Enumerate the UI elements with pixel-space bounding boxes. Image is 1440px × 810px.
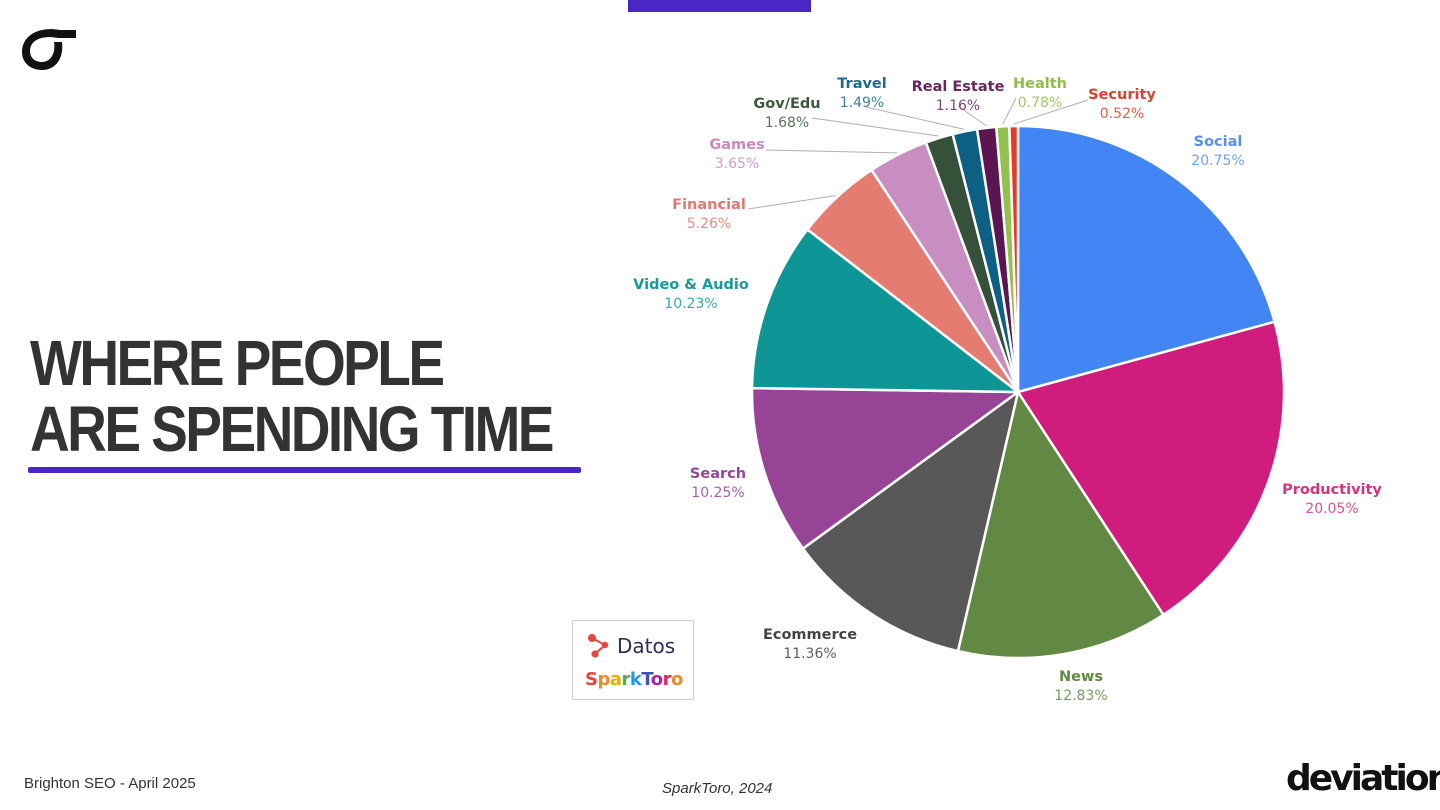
brand-logo-icon <box>22 29 76 70</box>
top-accent-bar <box>628 0 811 12</box>
pie-slice-video-audio <box>750 228 1020 394</box>
slice-value-label: 11.36% <box>783 646 836 662</box>
datos-label: Datos <box>617 634 676 658</box>
title-line-1: WHERE PEOPLE <box>30 327 445 399</box>
slice-label: Social <box>1194 134 1243 150</box>
datos-icon <box>588 634 609 658</box>
leader-line <box>865 106 965 130</box>
slice-label: Games <box>709 137 764 153</box>
slice-label: Financial <box>672 197 746 213</box>
slice-value-label: 1.68% <box>765 115 809 131</box>
slice-label: Real Estate <box>912 79 1005 95</box>
pie-slice-security <box>1008 124 1020 394</box>
slice-value-label: 5.26% <box>687 216 731 232</box>
slice-value-label: 20.75% <box>1191 153 1244 169</box>
pie-slice-news <box>956 390 1165 660</box>
title-line-2: ARE SPENDING TIME <box>30 393 554 465</box>
event-footer: Brighton SEO - April 2025 <box>24 775 196 792</box>
slice-value-label: 10.23% <box>664 296 717 312</box>
slice-value-label: 0.52% <box>1100 106 1144 122</box>
leader-line <box>811 117 939 137</box>
slice-label: Travel <box>837 76 887 92</box>
slice-label: Productivity <box>1282 482 1382 498</box>
slice-value-label: 1.49% <box>840 95 884 111</box>
leader-line <box>1013 99 1089 125</box>
slice-label: Ecommerce <box>763 627 857 643</box>
sparktoro-logo: SparkToro <box>585 669 683 690</box>
slice-labels: Social 20.75% Productivity 20.05% News 12.83%… <box>633 76 1382 704</box>
leader-line <box>765 149 898 154</box>
slice-value-label: 10.25% <box>691 485 744 501</box>
leader-line <box>1002 97 1017 125</box>
slice-label: Search <box>690 466 746 482</box>
pie-slice-search <box>750 386 1020 550</box>
leader-line <box>747 195 836 210</box>
slice-value-label: 3.65% <box>715 156 759 172</box>
pie-slice-social <box>1016 124 1276 394</box>
slice-label: Gov/Edu <box>753 96 820 112</box>
source-badge: Datos SparkToro <box>572 620 694 700</box>
leader-line <box>957 105 987 127</box>
slice-label: Health <box>1013 76 1067 92</box>
slice-label: Security <box>1088 87 1156 103</box>
leader-lines <box>747 97 1089 210</box>
slice-value-label: 12.83% <box>1054 688 1107 704</box>
pie-slice-ecommerce <box>801 390 1020 653</box>
datos-logo: Datos <box>587 633 675 659</box>
pie-slices <box>750 124 1286 660</box>
slice-value-label: 0.78% <box>1018 95 1062 111</box>
slice-label: News <box>1059 669 1103 685</box>
page-title: WHERE PEOPLE ARE SPENDING TIME <box>30 327 554 465</box>
source-caption: SparkToro, 2024 <box>662 780 773 797</box>
pie-slice-productivity <box>1016 320 1286 616</box>
slice-label: Video & Audio <box>633 277 749 293</box>
deviation-logo: deviation <box>1286 758 1440 799</box>
slice-value-label: 1.16% <box>936 98 980 114</box>
slice-value-label: 20.05% <box>1305 501 1358 517</box>
title-underline <box>28 467 581 473</box>
